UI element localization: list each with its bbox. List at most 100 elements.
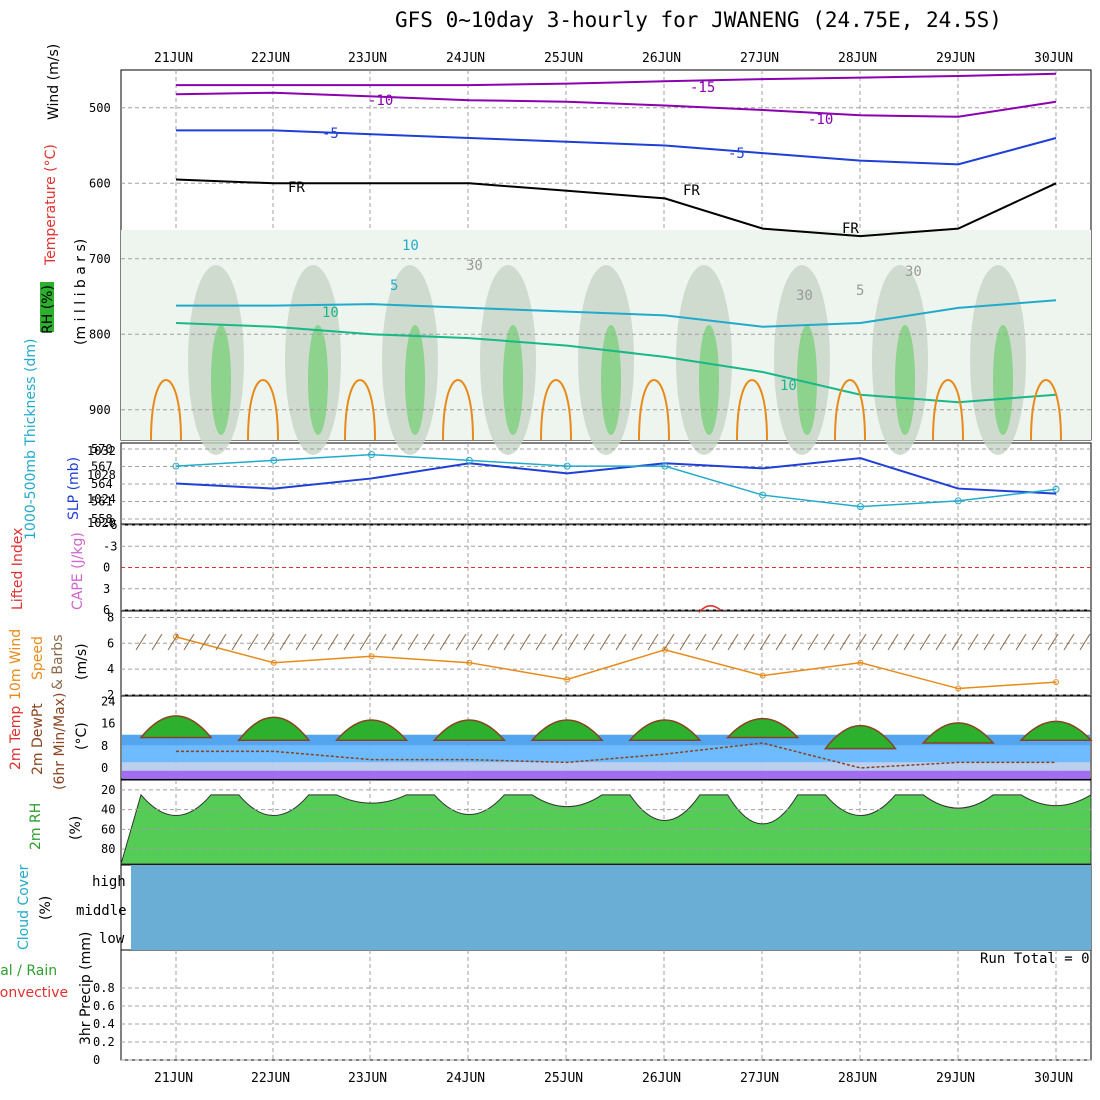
date-label-top: 22JUN bbox=[251, 51, 290, 66]
wind-barb bbox=[967, 633, 979, 651]
wind-barb bbox=[679, 633, 691, 651]
thickness-tick-label: 567 bbox=[91, 460, 113, 474]
isotherm-line bbox=[176, 299, 1057, 328]
warm-contour bbox=[442, 379, 474, 441]
wind-barb bbox=[631, 633, 643, 651]
temp-tick-label: 0 bbox=[101, 761, 108, 775]
wind-speed-marker bbox=[661, 646, 668, 653]
wind-speed-marker bbox=[564, 676, 571, 683]
rh-green-blob bbox=[211, 325, 231, 435]
wind-barb bbox=[647, 633, 659, 651]
wind-barb bbox=[935, 633, 947, 651]
wind-barb bbox=[231, 633, 243, 651]
contour-label: -5 bbox=[322, 126, 339, 142]
precip-tick-label: 0.2 bbox=[93, 1035, 115, 1049]
warm-contour bbox=[344, 379, 376, 441]
wind-barb bbox=[903, 633, 915, 651]
contour-label: 10 bbox=[780, 378, 797, 394]
ylabel-wind-unit: (m/s) bbox=[74, 643, 90, 680]
contour-label: 10 bbox=[322, 305, 339, 321]
warm-contour bbox=[540, 379, 572, 441]
wind-speed-marker bbox=[955, 685, 962, 692]
slp-tick-label: 1028 bbox=[87, 468, 116, 482]
thickness-tick-label: 564 bbox=[91, 477, 113, 491]
wind-barb bbox=[663, 633, 675, 651]
ylabel-pressure: (m i l l i b a r s) bbox=[73, 239, 89, 345]
isotherm-line bbox=[176, 129, 1057, 166]
wind-barb bbox=[263, 633, 275, 651]
ylabel-rh: RH (%) bbox=[40, 285, 56, 334]
cloud-level-label: middle bbox=[76, 903, 127, 919]
wind-barb bbox=[999, 633, 1011, 651]
pressure-tick-label: 700 bbox=[89, 252, 111, 266]
date-label-bottom: 23JUN bbox=[348, 1071, 387, 1086]
wind-barb bbox=[855, 633, 867, 651]
wind-barb bbox=[535, 633, 547, 651]
wind-barb bbox=[343, 633, 355, 651]
contour-label: 10 bbox=[402, 238, 419, 254]
ylabel-2m-dewpt: 2m DewPt bbox=[30, 703, 46, 775]
li-tick-label: -6 bbox=[103, 518, 117, 532]
date-label-top: 24JUN bbox=[446, 51, 485, 66]
contour-label: -10 bbox=[368, 93, 393, 109]
pressure-tick-label: 600 bbox=[89, 176, 111, 190]
wind-barb bbox=[695, 633, 707, 651]
wind-barb bbox=[551, 633, 563, 651]
li-tick-label: -3 bbox=[103, 539, 117, 553]
wind-speed-marker bbox=[1053, 679, 1059, 686]
wind-barb bbox=[807, 633, 819, 651]
temp-tick-label: 16 bbox=[101, 717, 115, 731]
contour-label: 30 bbox=[905, 264, 922, 280]
ylabel-temp-unit: (°C) bbox=[74, 722, 90, 750]
wind-speed-marker bbox=[857, 659, 864, 666]
ylabel-rh-unit: (%) bbox=[68, 816, 84, 840]
wind-barb bbox=[599, 633, 611, 651]
wind-barb bbox=[183, 633, 195, 651]
thickness-marker bbox=[172, 462, 180, 470]
rh-green-blob bbox=[699, 325, 719, 435]
rh-green-blob bbox=[503, 325, 523, 435]
contour-label: FR bbox=[288, 180, 305, 196]
rh-tick-label: 20 bbox=[101, 783, 115, 797]
isotherm-line bbox=[175, 91, 1057, 118]
wind-barb bbox=[983, 633, 995, 651]
date-label-bottom: 24JUN bbox=[446, 1071, 485, 1086]
wind-barb bbox=[823, 633, 835, 651]
ylabel-speed: Speed bbox=[30, 636, 46, 680]
thickness-marker bbox=[563, 462, 571, 470]
precip-tick-label: 0.6 bbox=[93, 999, 115, 1013]
contour-label: 5 bbox=[856, 283, 864, 299]
warm-contour bbox=[932, 379, 964, 441]
temp-band bbox=[122, 762, 1090, 771]
rh-tick-label: 40 bbox=[101, 803, 115, 817]
run-total: Run Total = 0 bbox=[980, 951, 1090, 967]
rh-green-blob bbox=[993, 325, 1013, 435]
date-label-top: 29JUN bbox=[936, 51, 975, 66]
date-label-top: 26JUN bbox=[642, 51, 681, 66]
date-label-top: 27JUN bbox=[740, 51, 779, 66]
warm-contour bbox=[1030, 379, 1062, 441]
temp-band bbox=[122, 770, 1090, 779]
wind-barb bbox=[375, 633, 387, 651]
rh-green-blob bbox=[895, 325, 915, 435]
wind-barb bbox=[407, 633, 419, 651]
thickness-marker bbox=[856, 503, 864, 511]
precip-tick-label: 0.4 bbox=[93, 1017, 115, 1031]
ylabel-cloud-cover: Cloud Cover bbox=[16, 864, 32, 950]
wind-barb bbox=[711, 633, 723, 651]
dewpoint-line bbox=[176, 742, 1056, 769]
isotherm-line bbox=[175, 178, 1057, 238]
panel-frame-precip bbox=[120, 949, 1092, 1061]
thickness-marker bbox=[465, 456, 473, 464]
wind-barb bbox=[199, 633, 211, 651]
rh-green-blob bbox=[405, 325, 425, 435]
date-label-top: 25JUN bbox=[544, 51, 583, 66]
date-label-bottom: 29JUN bbox=[936, 1071, 975, 1086]
ylabel-3hr-precip: 3hr Precip (mm) bbox=[78, 932, 94, 1045]
ylabel-cloud-unit: (%) bbox=[38, 896, 54, 920]
thickness-marker bbox=[759, 491, 767, 499]
wind-speed-line bbox=[175, 636, 1057, 690]
wind-barb bbox=[727, 633, 739, 651]
date-label-top: 28JUN bbox=[838, 51, 877, 66]
ylabel-barbs: & Barbs bbox=[50, 635, 66, 691]
